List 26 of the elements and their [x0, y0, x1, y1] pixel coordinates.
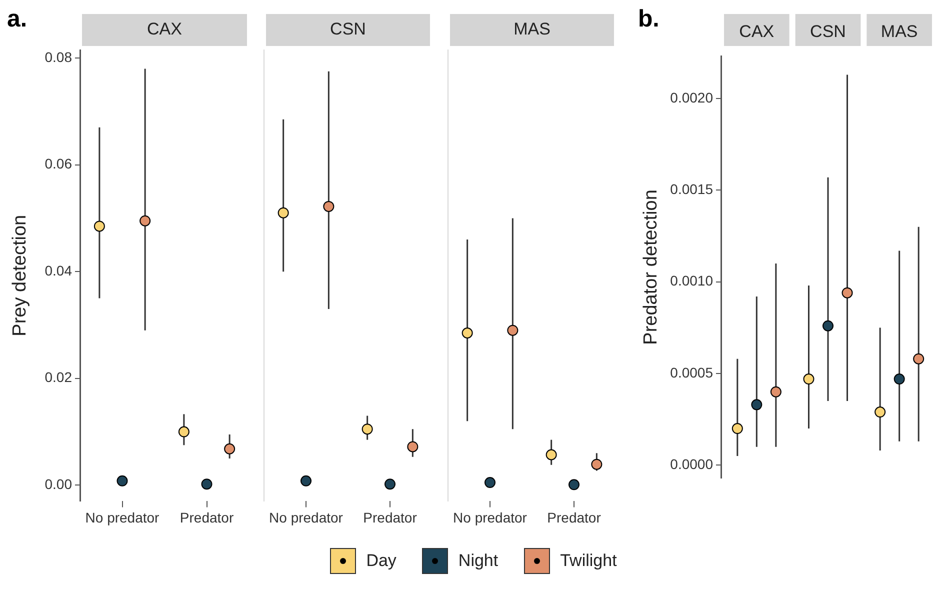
y-tick-label: 0.06: [44, 156, 72, 172]
y-tick-label: 0.0005: [670, 364, 714, 380]
y-axis-title: Predator detection: [640, 190, 662, 345]
y-tick-label: 0.08: [44, 48, 72, 65]
x-tick-label: No predator: [85, 509, 160, 526]
legend-label: Night: [458, 551, 498, 571]
y-tick-label: 0.04: [44, 262, 72, 278]
x-tick-label: CSN: [810, 22, 846, 41]
y-tick-label: 0.0020: [670, 89, 714, 106]
x-tick-label: No predator: [453, 509, 528, 526]
x-tick-label: Predator: [363, 509, 418, 526]
x-tick-label: No predator: [269, 509, 344, 526]
x-tick-label: Predator: [180, 509, 234, 526]
y-tick-label: 0.0000: [670, 456, 714, 472]
text: a.: [7, 6, 28, 33]
x-tick-label: CAX: [739, 22, 774, 41]
x-tick-label: Predator: [547, 509, 602, 526]
y-axis-title: Prey detection: [10, 214, 31, 336]
y-tick-label: 0.0015: [670, 181, 714, 198]
legend-label: Twilight: [560, 551, 617, 571]
y-tick-label: 0.02: [44, 369, 72, 386]
y-tick-label: 0.0010: [670, 272, 714, 289]
x-tick-label: MAS: [880, 22, 918, 41]
y-tick-label: 0.00: [44, 476, 72, 492]
text: b.: [638, 6, 660, 33]
legend-label: Day: [366, 551, 396, 571]
